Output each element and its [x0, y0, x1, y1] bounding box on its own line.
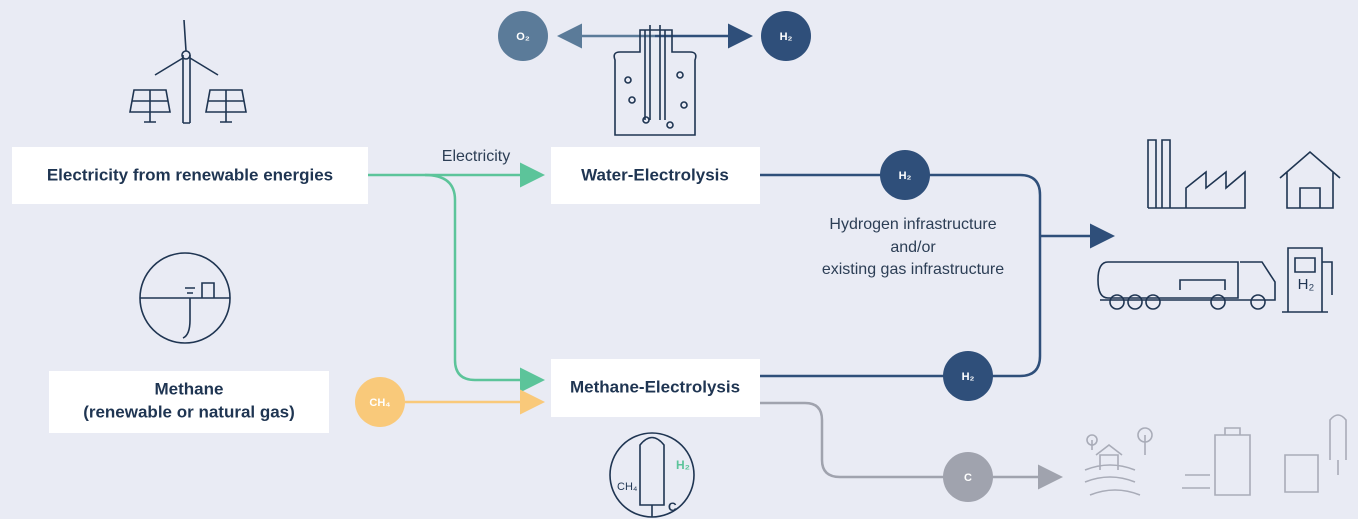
h2-circle: [880, 150, 930, 200]
wind-solar-icon: [129, 19, 247, 124]
box: [12, 147, 368, 204]
c-circle: [943, 452, 993, 502]
gray-line: [760, 401, 1063, 490]
flow-label: Electricity: [442, 148, 510, 165]
gas-well-icon: [139, 252, 231, 344]
circle-label: O₂: [516, 31, 530, 43]
circle-label: C: [964, 472, 972, 484]
reactor-label: C: [668, 500, 677, 514]
blue-loop: [760, 173, 1042, 378]
h2-circle: [761, 11, 811, 61]
circle-label: H₂: [780, 31, 793, 43]
truck-pump-icon: [1097, 247, 1333, 313]
box-label: Methane: [155, 379, 224, 398]
circle-label: H₂: [962, 371, 975, 383]
infra-label: existing gas infrastructure: [822, 261, 1004, 278]
box-label: (renewable or natural gas): [83, 402, 295, 421]
box: [49, 371, 329, 433]
circle-label: CH₄: [369, 397, 390, 409]
reactor-label: CH₄: [617, 481, 638, 493]
infra-label: Hydrogen infrastructure: [829, 216, 996, 233]
green-branch: [424, 173, 545, 393]
o2-circle: [498, 11, 548, 61]
pump-label: H₂: [1298, 276, 1315, 293]
carbon-uses-icon: [1084, 414, 1347, 496]
circle-label: H₂: [899, 170, 912, 182]
box-label: Water-Electrolysis: [581, 165, 729, 184]
ch4-circle: [355, 377, 405, 427]
box: [551, 359, 760, 417]
flows: [368, 23, 1115, 490]
electrolyzer-icon: [613, 25, 697, 136]
box-label: Methane-Electrolysis: [570, 377, 740, 396]
box-label: Electricity from renewable energies: [47, 165, 333, 184]
box: [551, 147, 760, 204]
h2-circle: [943, 351, 993, 401]
reactor-icon: [609, 432, 695, 518]
reactor-label: H₂: [676, 458, 690, 472]
infra-label: and/or: [890, 239, 936, 256]
factory-house-icon: [1147, 139, 1341, 209]
